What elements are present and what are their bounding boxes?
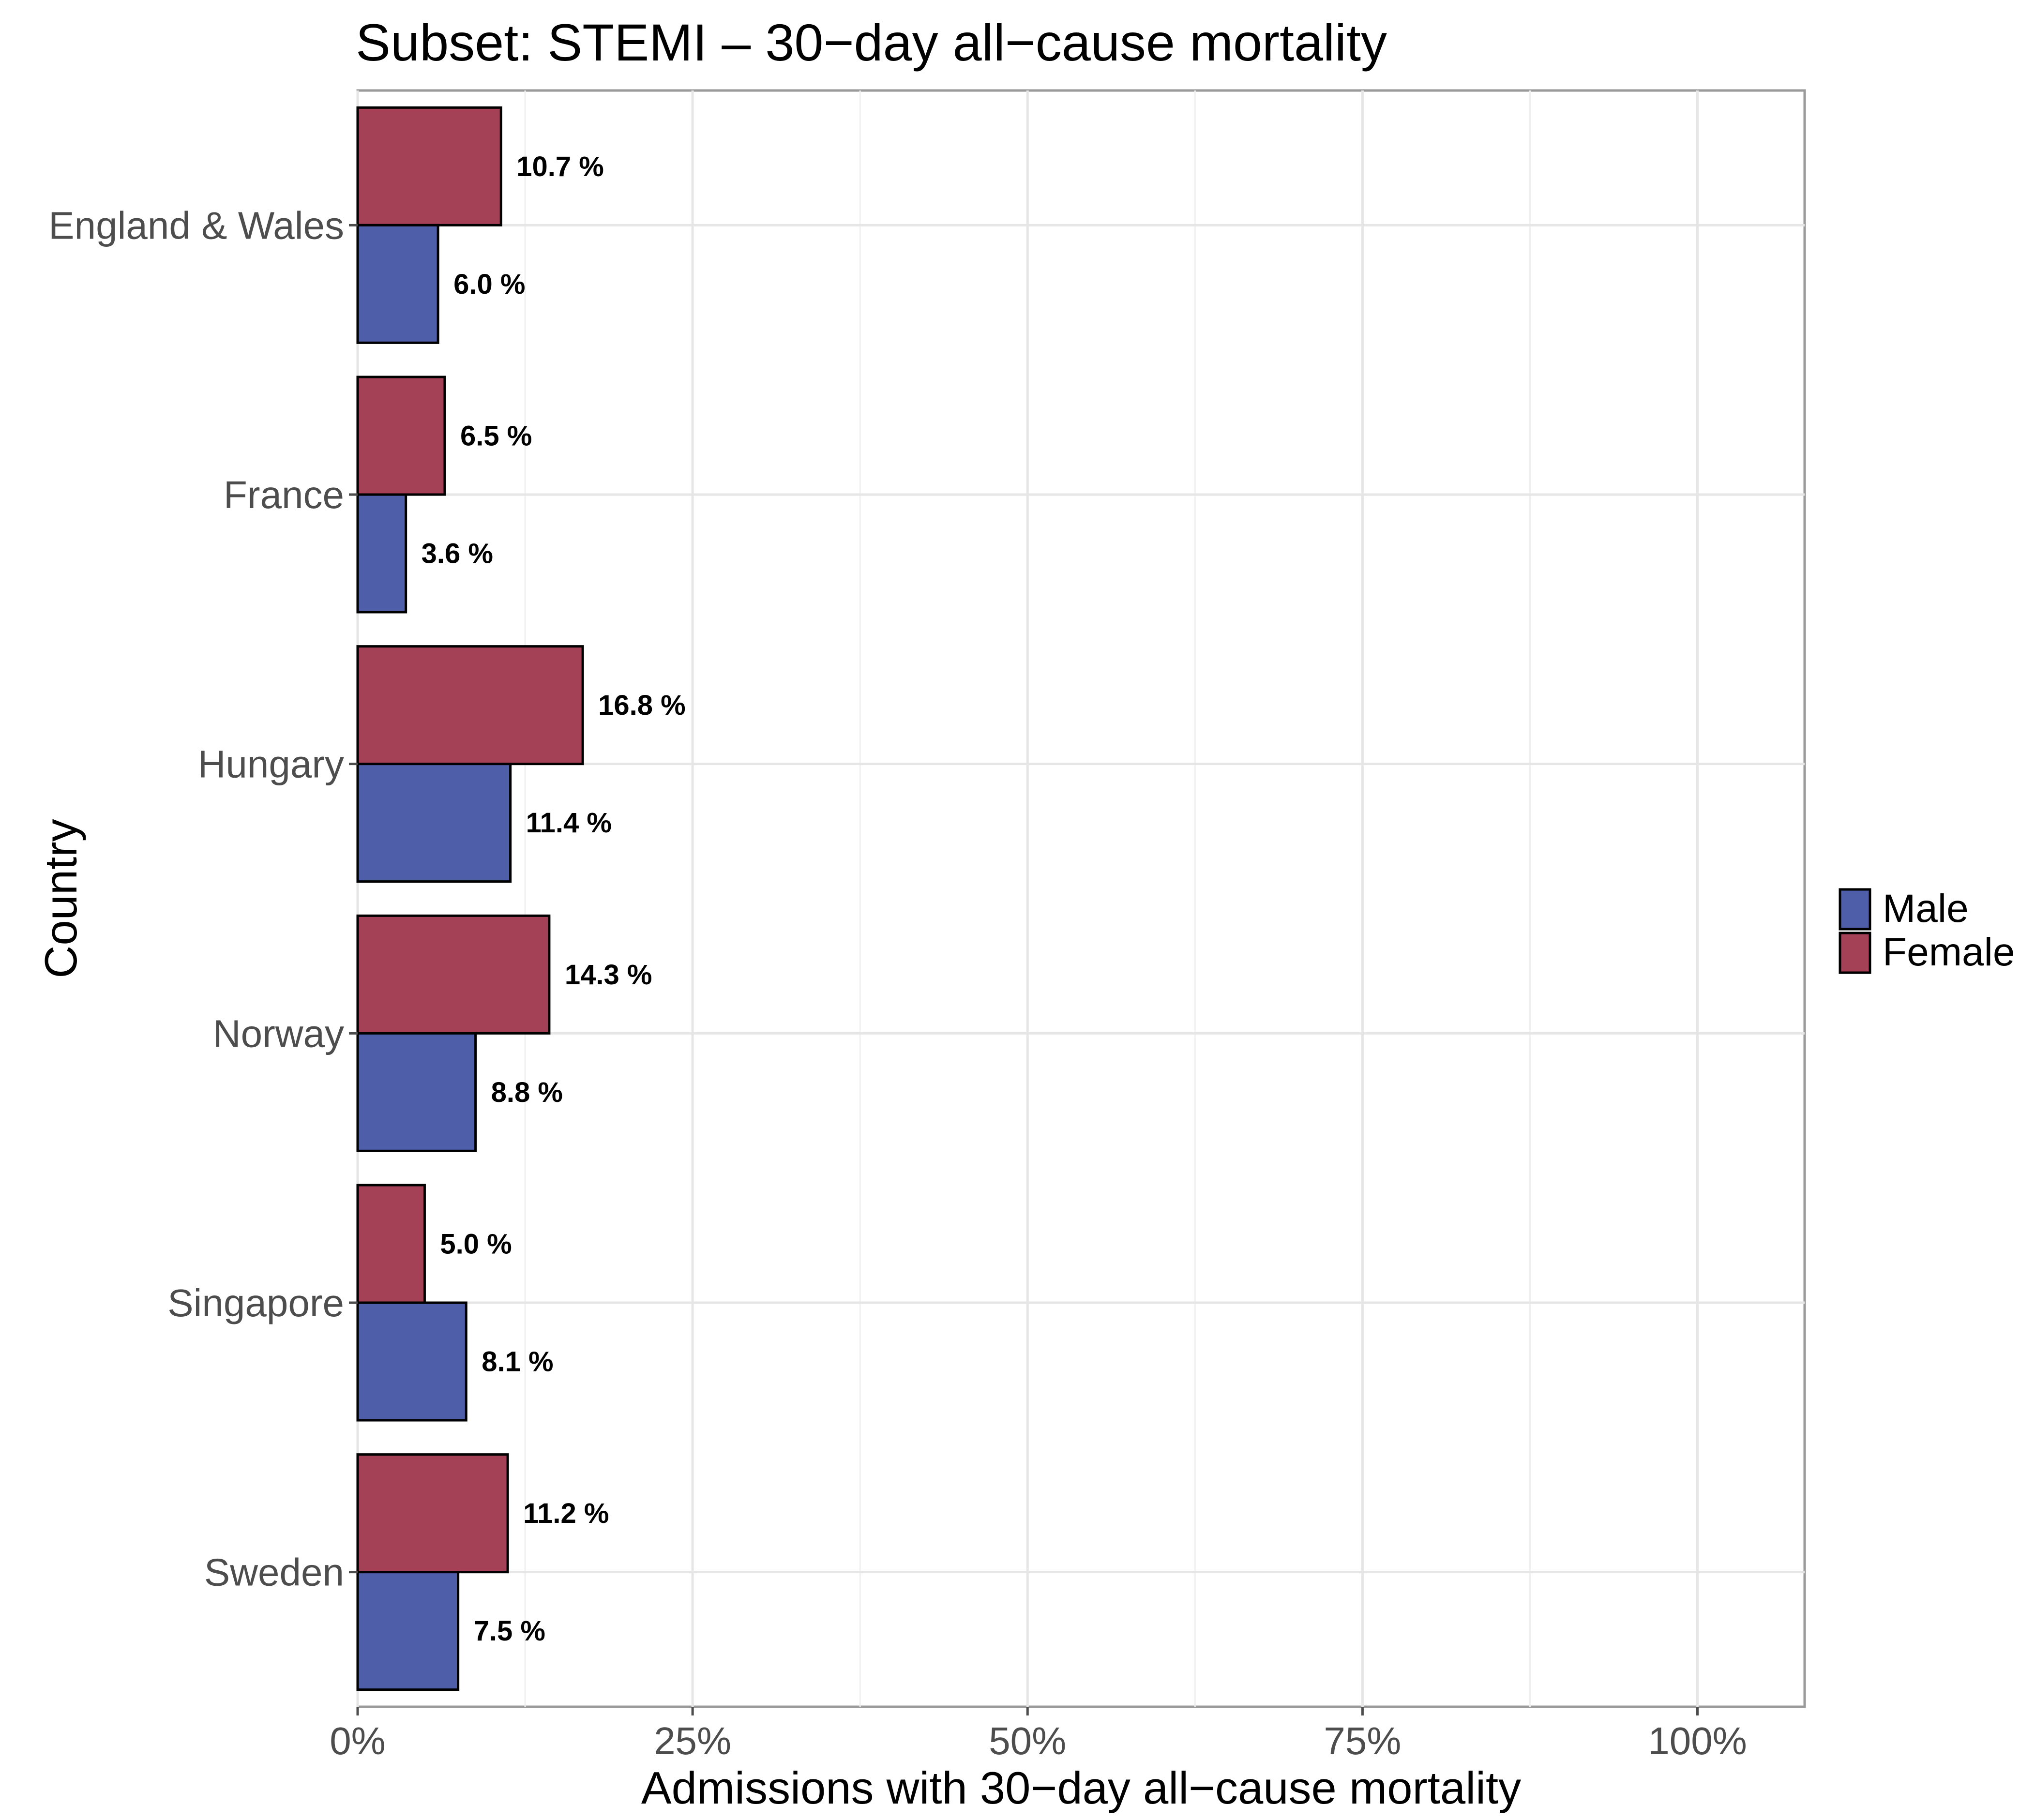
y-category-label: Sweden: [204, 1551, 344, 1594]
bars-layer: [356, 106, 584, 1691]
bar-male-value-label: 11.4 %: [526, 807, 612, 839]
bar-female: [356, 914, 551, 1035]
bar-male: [356, 1032, 477, 1152]
bar-male: [356, 1571, 460, 1691]
x-tick-label: 0%: [330, 1719, 386, 1762]
bar-female: [356, 1184, 426, 1304]
x-tick-label: 75%: [1324, 1719, 1401, 1762]
chart-title: Subset: STEMI – 30−day all−cause mortali…: [356, 13, 1387, 72]
y-category-label: England & Wales: [48, 204, 344, 247]
x-tick-label: 50%: [989, 1719, 1066, 1762]
bar-male-value-label: 6.0 %: [453, 269, 525, 300]
bar-female: [356, 106, 502, 226]
legend-label-female: Female: [1883, 930, 2015, 974]
bar-male-value-label: 3.6 %: [422, 538, 493, 570]
bar-male-value-label: 7.5 %: [474, 1615, 545, 1647]
bar-female: [356, 1453, 509, 1574]
y-category-label: Singapore: [167, 1281, 344, 1324]
y-axis: England & Wales France Hungary Norway Singap…: [48, 204, 358, 1594]
bar-female-value-label: 11.2 %: [523, 1498, 609, 1529]
x-axis-title: Admissions with 30−day all−cause mortali…: [641, 1762, 1521, 1813]
y-axis-title: Country: [35, 819, 86, 978]
legend-key-female: [1839, 932, 1871, 974]
x-tick-label: 25%: [654, 1719, 731, 1762]
bar-male: [356, 1301, 467, 1422]
bar-female: [356, 376, 446, 496]
bar-male-value-label: 8.8 %: [491, 1077, 563, 1108]
x-axis: 0% 25% 50% 75% 100%: [330, 1707, 1747, 1762]
bar-female: [356, 645, 584, 766]
bar-female-value-label: 5.0 %: [440, 1229, 512, 1260]
bar-female-value-label: 14.3 %: [565, 959, 652, 991]
x-tick-label: 100%: [1648, 1719, 1747, 1762]
minor-grid: [524, 90, 1531, 1707]
bar-female-value-label: 16.8 %: [598, 690, 686, 721]
legend-label-male: Male: [1883, 887, 1969, 931]
bar-female-value-label: 6.5 %: [460, 421, 532, 452]
y-category-label: Hungary: [198, 743, 344, 786]
bar-male: [356, 224, 439, 344]
bar-male: [356, 763, 512, 883]
major-grid: [356, 90, 1805, 1707]
bar-female-value-label: 10.7 %: [516, 151, 604, 182]
plot-panel: [356, 89, 1806, 1708]
value-labels-layer: 10.7 % 6.0 % 6.5 % 3.6 % 16.8 % 11.4 % 14.3 % 8…: [422, 151, 686, 1647]
bar-male-value-label: 8.1 %: [482, 1346, 553, 1378]
legend-key-male: [1839, 888, 1871, 931]
y-category-label: France: [224, 473, 344, 516]
bar-male: [356, 493, 407, 614]
y-category-label: Norway: [213, 1012, 344, 1055]
